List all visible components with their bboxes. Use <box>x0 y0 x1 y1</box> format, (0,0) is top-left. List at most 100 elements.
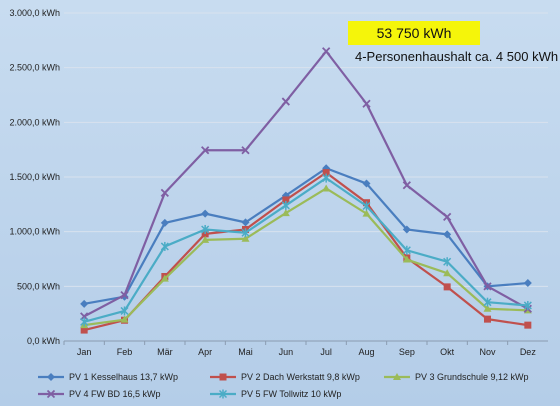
square-marker-shape <box>484 315 491 323</box>
data-point <box>241 146 250 155</box>
legend-label: PV 5 FW Tollwitz 10 kWp <box>241 389 341 399</box>
x-tick-label: Apr <box>198 347 212 357</box>
diamond-marker-shape <box>160 218 169 227</box>
triangle-marker-shape <box>241 234 250 242</box>
x-marker-stroke <box>120 290 129 300</box>
triangle-marker-shape <box>160 274 169 282</box>
legend-marker <box>219 373 227 381</box>
data-point <box>201 235 210 243</box>
diamond-marker-shape <box>120 292 129 301</box>
y-tick-label: 1.000,0 kWh <box>9 227 60 237</box>
household-note: 4-Personenhaushalt ca. 4 500 kWh <box>355 49 558 64</box>
square-marker-shape <box>524 321 532 329</box>
x-tick-label: Jul <box>320 347 332 357</box>
legend-item: PV 3 Grundschule 9,12 kWp <box>384 372 529 382</box>
data-point <box>402 255 411 263</box>
total-label: 53 750 kWh <box>377 25 452 41</box>
data-point <box>160 274 169 282</box>
x-marker-stroke <box>281 97 290 106</box>
data-point <box>402 181 411 190</box>
legend-item: PV 1 Kesselhaus 13,7 kWp <box>38 372 178 382</box>
square-marker-shape <box>322 169 330 177</box>
legend-label: PV 4 FW BD 16,5 kWp <box>69 389 161 399</box>
data-point <box>362 209 371 217</box>
total-highlight <box>348 21 480 45</box>
legend-item: PV 2 Dach Werkstatt 9,8 kWp <box>210 372 360 382</box>
series-line <box>84 187 528 327</box>
series-3 <box>80 184 532 329</box>
data-point <box>160 241 169 251</box>
data-point <box>80 326 88 334</box>
data-point <box>120 315 129 323</box>
x-marker-stroke <box>46 389 56 399</box>
legend-label: PV 3 Grundschule 9,12 kWp <box>415 372 529 382</box>
triangle-marker-shape <box>443 269 452 277</box>
y-tick-label: 3.000,0 kWh <box>9 8 60 18</box>
data-point <box>483 297 492 307</box>
x-tick-label: Nov <box>479 347 496 357</box>
legend-marker <box>47 373 55 381</box>
data-point <box>443 269 452 277</box>
x-tick-label: Mai <box>238 347 253 357</box>
data-point <box>523 300 532 310</box>
data-point <box>322 173 331 183</box>
data-point <box>120 306 129 316</box>
diamond-marker-shape <box>523 279 532 288</box>
data-point <box>281 97 290 106</box>
data-point <box>120 290 129 300</box>
x-tick-label: Jun <box>279 347 294 357</box>
x-marker-stroke <box>322 47 331 56</box>
data-point <box>80 299 89 308</box>
legend-label: PV 1 Kesselhaus 13,7 kWp <box>69 372 178 382</box>
legend-marker <box>218 389 228 399</box>
x-marker-stroke <box>443 212 452 222</box>
diamond-marker-shape <box>443 230 452 239</box>
data-point <box>160 218 169 227</box>
square-marker-shape <box>282 196 290 204</box>
square-marker-shape <box>219 373 227 381</box>
data-point <box>483 304 492 312</box>
x-marker-stroke <box>201 146 210 155</box>
data-point <box>201 146 210 155</box>
data-point <box>322 47 331 56</box>
data-point <box>402 245 411 255</box>
x-tick-label: Mär <box>157 347 173 357</box>
data-point <box>241 218 250 227</box>
data-point <box>362 179 371 188</box>
x-marker-stroke <box>402 181 411 190</box>
square-marker-shape <box>443 283 451 291</box>
x-tick-label: Feb <box>117 347 133 357</box>
data-point <box>241 234 250 242</box>
x-tick-label: Jan <box>77 347 92 357</box>
series-line <box>83 176 528 323</box>
data-point <box>160 188 169 197</box>
total-annotation: 53 750 kWh <box>348 21 480 45</box>
legend-label: PV 2 Dach Werkstatt 9,8 kWp <box>241 372 360 382</box>
data-point <box>322 169 330 177</box>
diamond-marker-shape <box>47 373 55 381</box>
series-line <box>83 171 528 332</box>
legend: PV 1 Kesselhaus 13,7 kWp PV 2 Dach Werkst… <box>38 372 529 399</box>
data-point <box>523 279 532 288</box>
y-tick-label: 500,0 kWh <box>17 281 60 291</box>
diamond-marker-shape <box>241 218 250 227</box>
data-point <box>443 230 452 239</box>
triangle-marker-shape <box>483 304 492 312</box>
y-tick-label: 2.500,0 kWh <box>9 63 60 73</box>
series-5 <box>80 173 532 327</box>
y-axis: 0,0 kWh 500,0 kWh 1.000,0 kWh 1.500,0 kWh 2.… <box>9 8 60 346</box>
diamond-marker-shape <box>80 299 89 308</box>
series-line <box>83 50 529 318</box>
data-point <box>281 200 290 210</box>
gridlines <box>64 12 548 342</box>
legend-item: PV 5 FW Tollwitz 10 kWp <box>210 389 341 399</box>
data-point <box>241 228 250 238</box>
triangle-marker-shape <box>281 209 290 217</box>
data-point <box>201 209 210 218</box>
x-marker-stroke <box>241 146 250 155</box>
x-tick-label: Okt <box>440 347 455 357</box>
x-tick-label: Sep <box>399 347 415 357</box>
triangle-marker-shape <box>393 373 401 380</box>
plot-area <box>80 47 532 334</box>
